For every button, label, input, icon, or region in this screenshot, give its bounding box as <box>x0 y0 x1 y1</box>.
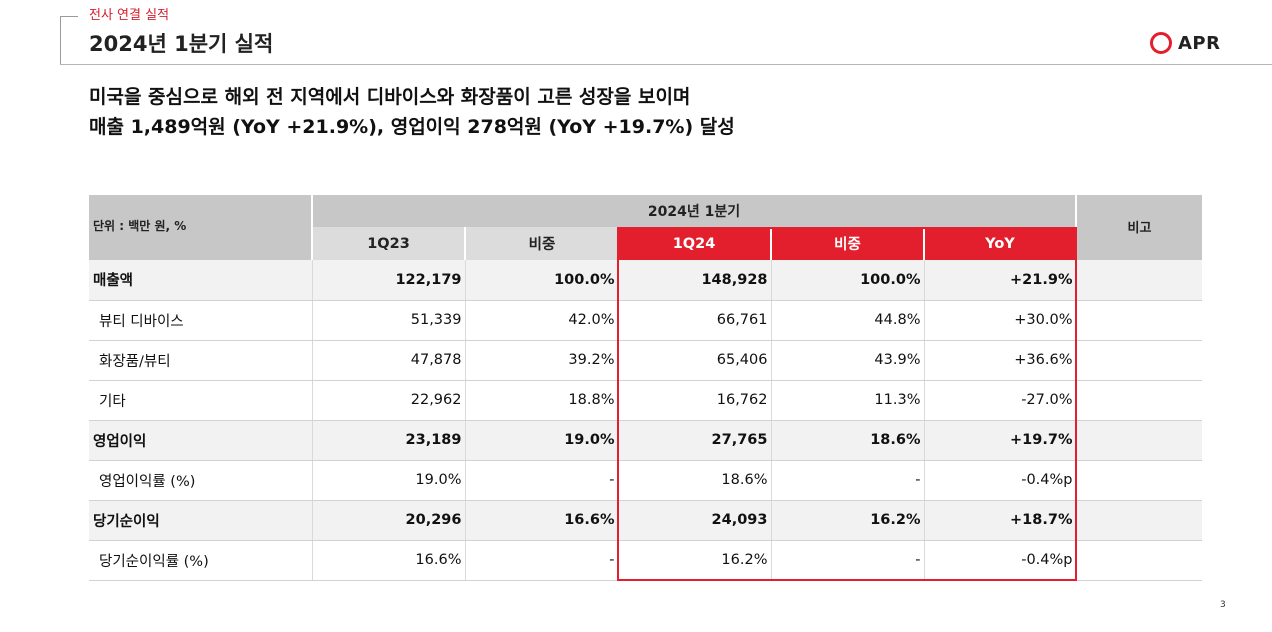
section-label: 전사 연결 실적 <box>89 8 170 23</box>
table-body: 매출액 122,179 100.0% 148,928 100.0% +21.9% 뷰티 디바… <box>89 260 1202 581</box>
table-cell: 148,928 <box>617 260 771 301</box>
table-cell: 65,406 <box>617 340 771 381</box>
period-header: 2024년 1분기 <box>311 195 1076 227</box>
table-cell: 100.0% <box>770 260 924 301</box>
table-cell: 16.2% <box>617 540 771 581</box>
table-cell: 27,765 <box>617 420 771 461</box>
row-label: 뷰티 디바이스 <box>89 300 312 341</box>
table-cell: 18.6% <box>617 460 771 501</box>
remark-cell <box>1075 340 1202 381</box>
table-cell: +36.6% <box>923 340 1076 381</box>
table-cell: -0.4%p <box>923 460 1076 501</box>
table-cell: 20,296 <box>311 500 465 541</box>
table-cell: 42.0% <box>464 300 618 341</box>
table-cell: 16,762 <box>617 380 771 421</box>
table-cell: 51,339 <box>311 300 465 341</box>
remark-cell <box>1075 460 1202 501</box>
row-label: 영업이익률 (%) <box>89 460 312 501</box>
table-row: 영업이익률 (%) 19.0% -18.6% - -0.4%p <box>89 460 1202 501</box>
table-row: 매출액 122,179 100.0% 148,928 100.0% +21.9% <box>89 260 1202 301</box>
financial-results-table: 단위 : 백만 원, % 2024년 1분기 비고 1Q23 비중 1Q24 비… <box>89 195 1202 581</box>
table-cell: 66,761 <box>617 300 771 341</box>
table-row: 당기순이익 20,296 16.6% 24,093 16.2% +18.7% <box>89 500 1202 541</box>
header-rule-top <box>60 16 78 17</box>
header-rule-vertical <box>60 16 61 64</box>
table-cell: 39.2% <box>464 340 618 381</box>
remark-cell <box>1075 540 1202 581</box>
table-cell: 100.0% <box>464 260 618 301</box>
page-title: 2024년 1분기 실적 <box>89 32 274 56</box>
table-row: 화장품/뷰티 47,878 39.2% 65,406 43.9% +36.6% <box>89 340 1202 381</box>
table-cell: 24,093 <box>617 500 771 541</box>
remark-header: 비고 <box>1075 195 1202 260</box>
table-cell: +18.7% <box>923 500 1076 541</box>
table-row: 당기순이익률 (%) 16.6% -16.2% - -0.4%p <box>89 540 1202 581</box>
table-cell: 23,189 <box>311 420 465 461</box>
table-cell: 122,179 <box>311 260 465 301</box>
table-cell: -0.4%p <box>923 540 1076 581</box>
table-row: 기타 22,962 18.8% 16,762 11.3% -27.0% <box>89 380 1202 421</box>
table-cell: 43.9% <box>770 340 924 381</box>
headline-line-2: 매출 1,489억원 (YoY +21.9%), 영업이익 278억원 (YoY… <box>89 116 735 138</box>
row-label: 기타 <box>89 380 312 421</box>
company-logo: APR <box>1150 32 1220 54</box>
table-cell: 18.8% <box>464 380 618 421</box>
table-cell: - <box>770 460 924 501</box>
table-cell: 16.6% <box>464 500 618 541</box>
row-label: 당기순이익 <box>89 500 312 541</box>
row-label: 당기순이익률 (%) <box>89 540 312 581</box>
column-header: 1Q24 <box>618 227 771 260</box>
table-row: 영업이익 23,189 19.0% 27,765 18.6% +19.7% <box>89 420 1202 461</box>
page-number: 3 <box>1220 600 1226 610</box>
row-label: 영업이익 <box>89 420 312 461</box>
table-cell: +30.0% <box>923 300 1076 341</box>
logo-text: APR <box>1178 32 1221 54</box>
headline-line-1: 미국을 중심으로 해외 전 지역에서 디바이스와 화장품이 고른 성장을 보이며 <box>89 86 691 108</box>
table-cell: - <box>464 460 618 501</box>
table-row: 뷰티 디바이스 51,339 42.0% 66,761 44.8% +30.0% <box>89 300 1202 341</box>
column-header: 1Q23 <box>311 227 465 260</box>
header-rule-bottom <box>60 64 1272 65</box>
remark-cell <box>1075 500 1202 541</box>
table-cell: - <box>770 540 924 581</box>
column-header: YoY <box>923 227 1076 260</box>
row-label: 매출액 <box>89 260 312 301</box>
unit-label: 단위 : 백만 원, % <box>89 195 312 260</box>
table-cell: - <box>464 540 618 581</box>
table-cell: 16.2% <box>770 500 924 541</box>
logo-ring-icon <box>1150 32 1172 54</box>
table-cell: 16.6% <box>311 540 465 581</box>
table-cell: 19.0% <box>311 460 465 501</box>
column-header: 비중 <box>464 227 618 260</box>
table-cell: 11.3% <box>770 380 924 421</box>
headline: 미국을 중심으로 해외 전 지역에서 디바이스와 화장품이 고른 성장을 보이며… <box>89 82 735 142</box>
remark-cell <box>1075 380 1202 421</box>
remark-cell <box>1075 420 1202 461</box>
table-cell: 47,878 <box>311 340 465 381</box>
row-label: 화장품/뷰티 <box>89 340 312 381</box>
table-cell: +19.7% <box>923 420 1076 461</box>
column-header: 비중 <box>770 227 924 260</box>
table-cell: 18.6% <box>770 420 924 461</box>
table-cell: 22,962 <box>311 380 465 421</box>
remark-cell <box>1075 260 1202 301</box>
table-cell: +21.9% <box>923 260 1076 301</box>
remark-cell <box>1075 300 1202 341</box>
table-cell: -27.0% <box>923 380 1076 421</box>
table-cell: 44.8% <box>770 300 924 341</box>
table-cell: 19.0% <box>464 420 618 461</box>
